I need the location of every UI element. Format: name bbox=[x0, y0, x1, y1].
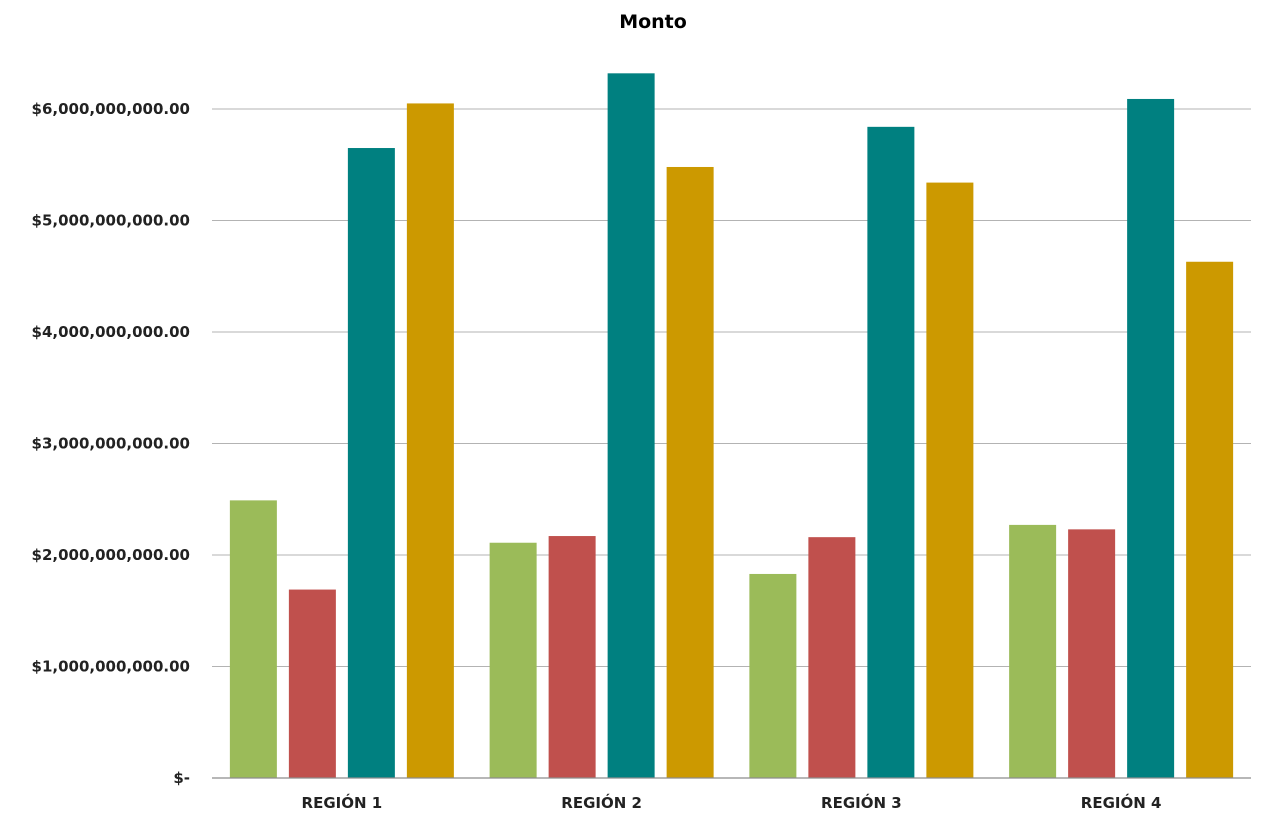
bars bbox=[229, 73, 1234, 779]
y-tick-label: $1,000,000,000.00 bbox=[32, 658, 190, 676]
x-tick-label: REGIÓN 1 bbox=[302, 793, 383, 812]
x-tick-label: REGIÓN 4 bbox=[1081, 793, 1162, 812]
y-tick-label: $5,000,000,000.00 bbox=[32, 212, 190, 230]
chart-title: Monto bbox=[619, 11, 687, 33]
bar bbox=[288, 589, 336, 778]
y-tick-label: $4,000,000,000.00 bbox=[32, 323, 190, 341]
bar bbox=[406, 103, 454, 779]
bar bbox=[749, 573, 797, 778]
bar bbox=[1186, 261, 1234, 778]
x-tick-label: REGIÓN 3 bbox=[821, 793, 902, 812]
y-tick-label: $- bbox=[173, 769, 190, 787]
bar bbox=[489, 542, 537, 778]
x-tick-label: REGIÓN 2 bbox=[561, 793, 642, 812]
bar bbox=[1127, 98, 1175, 779]
bar bbox=[1068, 529, 1116, 778]
bar bbox=[548, 536, 596, 778]
bar bbox=[808, 537, 856, 778]
y-axis-ticks: $- $1,000,000,000.00 $2,000,000,000.00 $3,0… bbox=[32, 100, 190, 787]
x-axis-ticks: REGIÓN 1 REGIÓN 2 REGIÓN 3 REGIÓN 4 bbox=[302, 793, 1162, 812]
bar bbox=[867, 126, 915, 779]
bar bbox=[347, 148, 395, 778]
bar bbox=[1009, 524, 1057, 778]
y-tick-label: $6,000,000,000.00 bbox=[32, 100, 190, 118]
bar bbox=[607, 73, 655, 778]
bar bbox=[229, 500, 277, 778]
bar bbox=[926, 182, 974, 779]
y-tick-label: $2,000,000,000.00 bbox=[32, 546, 190, 564]
y-tick-label: $3,000,000,000.00 bbox=[32, 435, 190, 453]
bar bbox=[666, 166, 714, 779]
